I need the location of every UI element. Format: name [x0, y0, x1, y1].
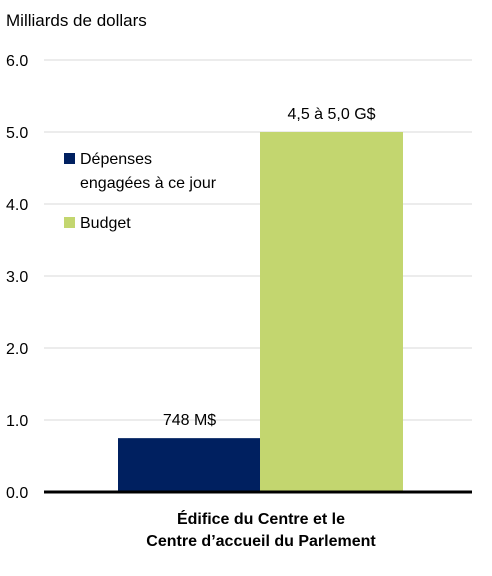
bar-value-labels: 748 M$ 4,5 à 5,0 G$ [163, 106, 376, 429]
x-category-label: Édifice du Centre et le Centre d’accueil … [146, 509, 376, 550]
y-tick-label: 4.0 [6, 197, 28, 214]
bar-spent-to-date [118, 438, 261, 492]
y-tick-label: 3.0 [6, 269, 28, 286]
x-category-label-line: Édifice du Centre et le [177, 509, 345, 528]
y-tick-label: 6.0 [6, 53, 28, 70]
y-tick-labels: 0.0 1.0 2.0 3.0 4.0 5.0 6.0 [6, 53, 28, 502]
legend-label: engagées à ce jour [80, 175, 217, 192]
legend: Dépenses engagées à ce jour Budget [64, 151, 217, 232]
y-tick-label: 5.0 [6, 125, 28, 142]
legend-swatch [64, 153, 75, 164]
legend-label: Budget [80, 215, 131, 232]
legend-label: Dépenses [80, 151, 152, 168]
y-tick-label: 0.0 [6, 485, 28, 502]
y-unit-label: Milliards de dollars [6, 11, 147, 30]
x-category-label-line: Centre d’accueil du Parlement [146, 533, 376, 550]
y-tick-label: 1.0 [6, 413, 28, 430]
bar-value-label: 4,5 à 5,0 G$ [287, 106, 375, 123]
y-tick-label: 2.0 [6, 341, 28, 358]
bars [118, 132, 403, 492]
legend-swatch [64, 217, 75, 228]
bar-budget [260, 132, 403, 492]
gridlines [44, 59, 472, 421]
bar-value-label: 748 M$ [163, 412, 216, 429]
